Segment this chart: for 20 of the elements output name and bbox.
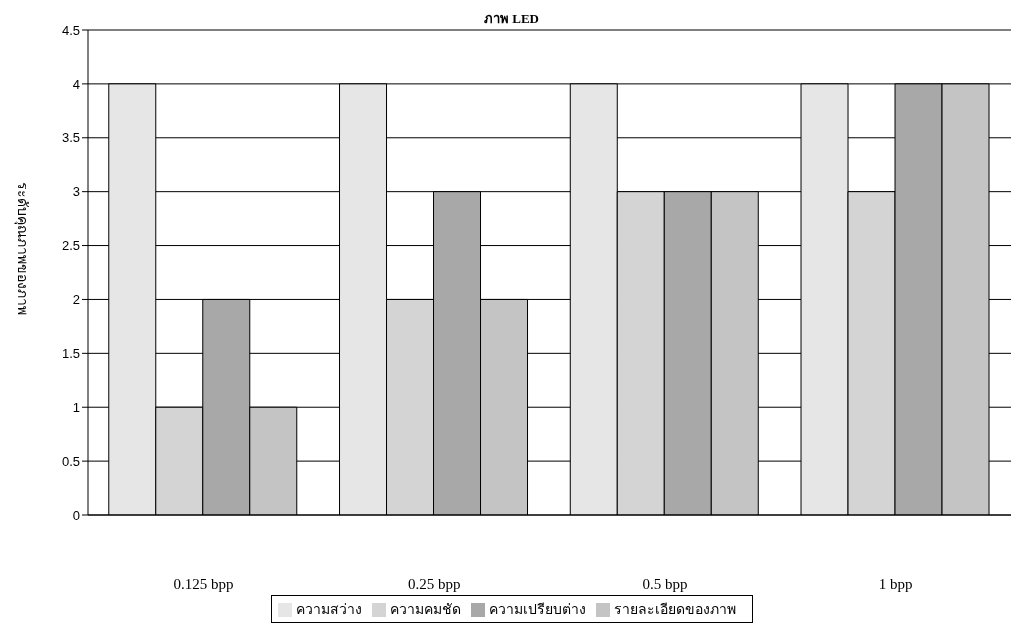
- legend-label: ความสว่าง: [295, 601, 362, 617]
- x-tick-label: 0.25 bpp: [407, 575, 461, 592]
- x-tick-label: 0.5 bpp: [642, 575, 688, 592]
- x-tick-label: 0.125 bpp: [173, 575, 234, 592]
- legend-label: ความเปรียบต่าง: [488, 601, 586, 617]
- y-tick-label: 0.5: [61, 453, 80, 469]
- legend-label: รายละเอียดของภาพ: [613, 601, 736, 617]
- chart-title: ภาพ LED: [484, 11, 539, 26]
- y-tick-label: 3: [72, 184, 80, 200]
- y-tick-label: 4: [72, 76, 80, 92]
- y-tick-label: 2: [72, 292, 80, 308]
- y-tick-label: 3.5: [61, 130, 80, 146]
- x-tick-label: 1 bpp: [878, 575, 913, 592]
- y-tick-label: 1: [72, 399, 80, 415]
- y-axis-title: ระดับคุณภาพของภาพ: [13, 180, 32, 317]
- y-tick-label: 1.5: [61, 345, 80, 361]
- y-tick-label: 2.5: [61, 238, 80, 254]
- y-tick-label: 4.5: [61, 22, 80, 38]
- legend-label: ความคมชัด: [389, 601, 461, 617]
- y-tick-label: 0: [72, 507, 80, 523]
